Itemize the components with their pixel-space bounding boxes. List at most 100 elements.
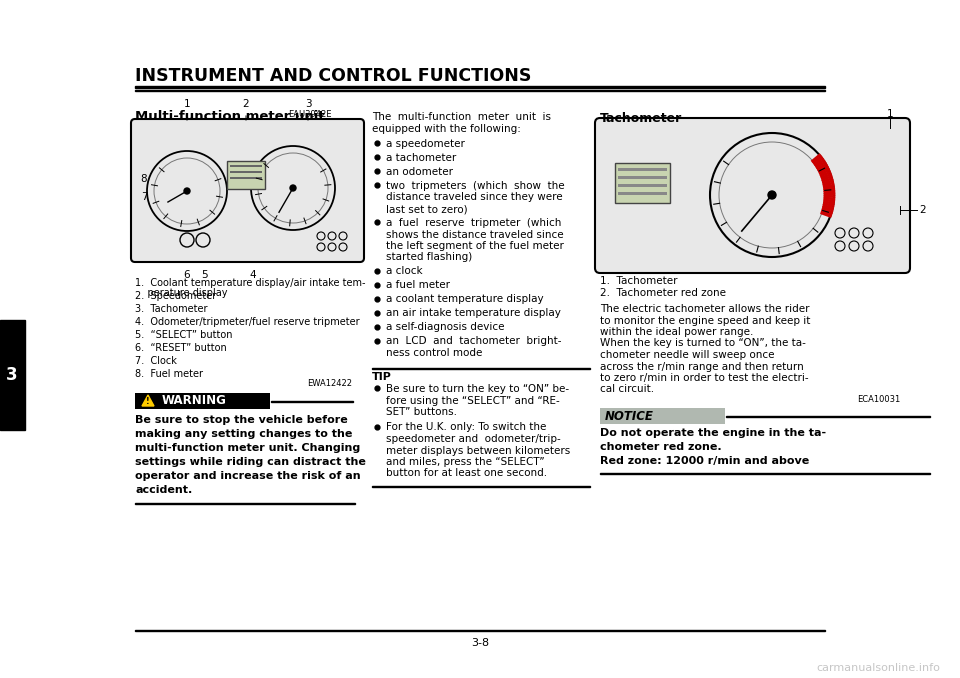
Text: 4.  Odometer/tripmeter/fuel reserve tripmeter: 4. Odometer/tripmeter/fuel reserve tripm… (135, 317, 360, 327)
Bar (600, 473, 930, 474)
Text: across the r/min range and then return: across the r/min range and then return (600, 361, 804, 372)
Text: a fuel meter: a fuel meter (386, 281, 450, 290)
Text: meter displays between kilometers: meter displays between kilometers (386, 445, 570, 456)
Text: and miles, press the “SELECT”: and miles, press the “SELECT” (386, 457, 544, 467)
Circle shape (290, 185, 296, 191)
Text: EAU3942E: EAU3942E (288, 110, 331, 119)
Text: a speedometer: a speedometer (386, 139, 465, 149)
Text: 3.  Tachometer: 3. Tachometer (135, 304, 207, 314)
Bar (135, 503, 355, 504)
Text: !: ! (146, 397, 150, 407)
Bar (230, 171, 262, 173)
Text: 3: 3 (304, 99, 311, 109)
Text: 1.  Coolant temperature display/air intake tem-: 1. Coolant temperature display/air intak… (135, 278, 366, 288)
Text: an odometer: an odometer (386, 167, 453, 177)
Bar (230, 177, 262, 179)
Text: WARNING: WARNING (162, 395, 227, 407)
Text: started flashing): started flashing) (386, 252, 472, 262)
Text: two  tripmeters  (which  show  the: two tripmeters (which show the (386, 181, 564, 191)
Text: For the U.K. only: To switch the: For the U.K. only: To switch the (386, 422, 546, 433)
FancyBboxPatch shape (131, 119, 364, 262)
Text: The electric tachometer allows the rider: The electric tachometer allows the rider (600, 304, 809, 314)
Text: operator and increase the risk of an: operator and increase the risk of an (135, 471, 361, 481)
Text: 6.  “RESET” button: 6. “RESET” button (135, 343, 227, 353)
Text: carmanualsonline.info: carmanualsonline.info (816, 663, 940, 673)
Text: The  multi-function  meter  unit  is: The multi-function meter unit is (372, 112, 551, 122)
Text: 3: 3 (6, 366, 18, 384)
Text: within the ideal power range.: within the ideal power range. (600, 327, 754, 337)
Text: to zero r/min in order to test the electri-: to zero r/min in order to test the elect… (600, 373, 808, 383)
Text: Tachometer: Tachometer (600, 112, 683, 125)
Text: making any setting changes to the: making any setting changes to the (135, 429, 352, 439)
Text: 2: 2 (243, 99, 250, 109)
Bar (135, 86, 825, 88)
Text: 8: 8 (141, 174, 147, 184)
Bar (135, 90, 825, 91)
Text: 7: 7 (141, 192, 147, 202)
Bar (227, 161, 265, 189)
Text: accident.: accident. (135, 485, 192, 495)
Text: 7.  Clock: 7. Clock (135, 356, 177, 366)
Bar (618, 184, 667, 187)
Text: 5: 5 (202, 270, 208, 280)
Text: speedometer and  odometer/trip-: speedometer and odometer/trip- (386, 434, 561, 444)
Text: an air intake temperature display: an air intake temperature display (386, 308, 561, 319)
Text: chometer needle will sweep once: chometer needle will sweep once (600, 350, 775, 360)
Text: ECA10031: ECA10031 (856, 395, 900, 404)
Text: 2: 2 (919, 205, 925, 215)
Text: Multi-function meter unit: Multi-function meter unit (135, 110, 324, 123)
Text: 2.  Tachometer red zone: 2. Tachometer red zone (600, 288, 726, 298)
Bar (372, 486, 590, 487)
Text: a tachometer: a tachometer (386, 153, 456, 163)
Text: TIP: TIP (372, 372, 392, 382)
Text: 5.  “SELECT” button: 5. “SELECT” button (135, 330, 232, 340)
Text: a clock: a clock (386, 266, 422, 277)
Text: perature display: perature display (135, 288, 228, 298)
Text: INSTRUMENT AND CONTROL FUNCTIONS: INSTRUMENT AND CONTROL FUNCTIONS (135, 67, 532, 85)
Bar (135, 630, 825, 631)
Text: 1.  Tachometer: 1. Tachometer (600, 276, 678, 286)
Bar (600, 408, 725, 424)
Bar (230, 165, 262, 167)
Text: fore using the “SELECT” and “RE-: fore using the “SELECT” and “RE- (386, 395, 560, 405)
Bar (618, 168, 667, 171)
Text: 2.  Speedometer: 2. Speedometer (135, 291, 216, 301)
Text: last set to zero): last set to zero) (386, 204, 468, 214)
Text: equipped with the following:: equipped with the following: (372, 124, 521, 134)
FancyBboxPatch shape (595, 118, 910, 273)
Text: EWA12422: EWA12422 (307, 379, 352, 388)
Text: When the key is turned to “ON”, the ta-: When the key is turned to “ON”, the ta- (600, 338, 805, 348)
Text: the left segment of the fuel meter: the left segment of the fuel meter (386, 241, 564, 251)
Text: 4: 4 (250, 270, 256, 280)
Text: ness control mode: ness control mode (386, 348, 482, 358)
Text: to monitor the engine speed and keep it: to monitor the engine speed and keep it (600, 315, 810, 325)
Bar (618, 192, 667, 195)
Text: chometer red zone.: chometer red zone. (600, 442, 722, 452)
Text: Be sure to stop the vehicle before: Be sure to stop the vehicle before (135, 415, 348, 425)
Text: Do not operate the engine in the ta-: Do not operate the engine in the ta- (600, 428, 827, 438)
Polygon shape (142, 395, 154, 406)
Text: Red zone: 12000 r/min and above: Red zone: 12000 r/min and above (600, 456, 809, 466)
Text: a self-diagnosis device: a self-diagnosis device (386, 323, 505, 332)
Text: a coolant temperature display: a coolant temperature display (386, 294, 543, 304)
Text: a  fuel  reserve  tripmeter  (which: a fuel reserve tripmeter (which (386, 218, 562, 228)
Bar (0, 320, 25, 430)
Bar (615, 163, 670, 203)
Text: 6: 6 (183, 270, 190, 280)
Text: NOTICE: NOTICE (605, 410, 654, 422)
Bar (135, 393, 270, 409)
Text: an  LCD  and  tachometer  bright-: an LCD and tachometer bright- (386, 336, 562, 346)
Text: cal circuit.: cal circuit. (600, 384, 654, 395)
Text: shows the distance traveled since: shows the distance traveled since (386, 229, 564, 239)
Text: 3-8: 3-8 (471, 638, 489, 648)
Circle shape (184, 188, 190, 194)
Text: button for at least one second.: button for at least one second. (386, 468, 547, 479)
Text: 1: 1 (183, 99, 190, 109)
Text: 8.  Fuel meter: 8. Fuel meter (135, 369, 203, 379)
Text: 1: 1 (887, 109, 894, 119)
Bar (372, 368, 590, 369)
Bar (618, 176, 667, 179)
Text: distance traveled since they were: distance traveled since they were (386, 193, 563, 203)
Text: multi-function meter unit. Changing: multi-function meter unit. Changing (135, 443, 360, 453)
Text: settings while riding can distract the: settings while riding can distract the (135, 457, 366, 467)
